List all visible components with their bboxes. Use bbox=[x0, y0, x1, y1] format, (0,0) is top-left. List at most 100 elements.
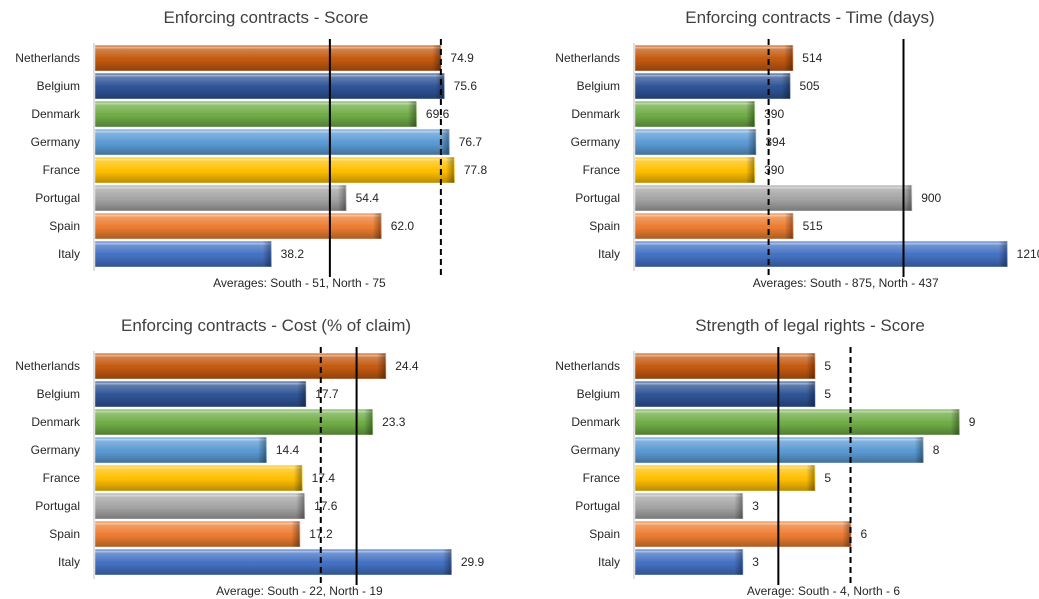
bar-france bbox=[634, 156, 756, 184]
bar-germany bbox=[634, 128, 757, 156]
category-label: Germany bbox=[571, 443, 620, 457]
value-label: 514 bbox=[802, 51, 822, 65]
category-label: Germany bbox=[31, 443, 80, 457]
category-label: Portugal bbox=[35, 499, 80, 513]
averages-caption: Average: South - 22, North - 19 bbox=[216, 584, 383, 598]
bar-belgium bbox=[634, 72, 791, 100]
bar-portugal bbox=[94, 184, 348, 212]
category-label: Germany bbox=[31, 135, 80, 149]
value-label: 29.9 bbox=[461, 555, 485, 569]
value-label: 3 bbox=[752, 555, 759, 569]
value-label: 17.6 bbox=[314, 499, 338, 513]
category-label: Belgium bbox=[577, 387, 620, 401]
bar-denmark bbox=[94, 408, 374, 436]
value-label: 390 bbox=[764, 163, 784, 177]
category-label: Portugal bbox=[575, 499, 620, 513]
value-label: 6 bbox=[861, 527, 868, 541]
value-label: 14.4 bbox=[276, 443, 300, 457]
value-label: 390 bbox=[764, 107, 784, 121]
bar-belgium bbox=[634, 380, 816, 408]
category-label: Denmark bbox=[31, 107, 81, 121]
category-label: France bbox=[583, 471, 621, 485]
category-label: Netherlands bbox=[15, 51, 80, 65]
bar-denmark bbox=[634, 100, 756, 128]
bar-italy bbox=[94, 548, 453, 576]
bar-portugal bbox=[634, 184, 913, 212]
chart-4: Strength of legal rights - Score Netherla… bbox=[555, 316, 976, 598]
category-label: Portugal bbox=[575, 191, 620, 205]
category-label: Italy bbox=[598, 555, 620, 569]
category-label: Italy bbox=[58, 555, 80, 569]
category-label: Spain bbox=[49, 527, 80, 541]
chart-title: Enforcing contracts - Time (days) bbox=[685, 8, 934, 27]
value-label: 900 bbox=[921, 191, 941, 205]
category-label: France bbox=[583, 163, 621, 177]
category-label: Netherlands bbox=[15, 359, 80, 373]
value-label: 515 bbox=[803, 219, 823, 233]
bar-spain bbox=[94, 520, 301, 548]
bar-italy bbox=[634, 548, 744, 576]
value-label: 17.4 bbox=[312, 471, 336, 485]
value-label: 394 bbox=[765, 135, 785, 149]
bar-belgium bbox=[94, 72, 446, 100]
category-label: Belgium bbox=[37, 79, 80, 93]
averages-caption: Averages: South - 51, North - 75 bbox=[213, 276, 386, 290]
bar-spain bbox=[94, 212, 383, 240]
chart-1: Enforcing contracts - Score Netherlands 74… bbox=[15, 8, 488, 290]
value-label: 77.8 bbox=[464, 163, 488, 177]
bar-netherlands bbox=[94, 352, 387, 380]
averages-caption: Average: South - 4, North - 6 bbox=[747, 584, 901, 598]
value-label: 54.4 bbox=[356, 191, 380, 205]
bar-portugal bbox=[94, 492, 306, 520]
value-label: 5 bbox=[824, 471, 831, 485]
bar-netherlands bbox=[634, 44, 794, 72]
category-label: Italy bbox=[598, 247, 620, 261]
bar-germany bbox=[94, 128, 451, 156]
chart-2: Enforcing contracts - Time (days) Netherl… bbox=[555, 8, 1039, 290]
category-label: Spain bbox=[589, 527, 620, 541]
value-label: 74.9 bbox=[450, 51, 474, 65]
category-label: France bbox=[43, 163, 81, 177]
value-label: 505 bbox=[800, 79, 820, 93]
value-label: 5 bbox=[824, 359, 831, 373]
value-label: 24.4 bbox=[395, 359, 419, 373]
value-label: 76.7 bbox=[459, 135, 483, 149]
bar-netherlands bbox=[634, 352, 816, 380]
category-label: Netherlands bbox=[555, 51, 620, 65]
bar-spain bbox=[634, 520, 852, 548]
bar-france bbox=[94, 156, 456, 184]
chart-title: Enforcing contracts - Cost (% of claim) bbox=[121, 316, 411, 335]
category-label: Germany bbox=[571, 135, 620, 149]
value-label: 62.0 bbox=[391, 219, 415, 233]
bar-portugal bbox=[634, 492, 744, 520]
bar-france bbox=[634, 464, 816, 492]
category-label: Spain bbox=[49, 219, 80, 233]
value-label: 5 bbox=[824, 387, 831, 401]
bar-italy bbox=[94, 240, 273, 268]
category-label: Portugal bbox=[35, 191, 80, 205]
category-label: Denmark bbox=[31, 415, 81, 429]
bar-spain bbox=[634, 212, 795, 240]
category-label: Netherlands bbox=[555, 359, 620, 373]
value-label: 75.6 bbox=[454, 79, 478, 93]
averages-caption: Averages: South - 875, North - 437 bbox=[753, 276, 939, 290]
value-label: 17.7 bbox=[315, 387, 339, 401]
category-label: Spain bbox=[589, 219, 620, 233]
category-label: Belgium bbox=[37, 387, 80, 401]
value-label: 17.2 bbox=[309, 527, 333, 541]
bar-denmark bbox=[94, 100, 418, 128]
bar-france bbox=[94, 464, 304, 492]
category-label: France bbox=[43, 471, 81, 485]
bar-germany bbox=[94, 436, 268, 464]
value-label: 1210 bbox=[1017, 247, 1039, 261]
value-label: 38.2 bbox=[281, 247, 305, 261]
chart-title: Strength of legal rights - Score bbox=[695, 316, 925, 335]
bar-denmark bbox=[634, 408, 961, 436]
value-label: 9 bbox=[969, 415, 976, 429]
value-label: 8 bbox=[933, 443, 940, 457]
category-label: Belgium bbox=[577, 79, 620, 93]
value-label: 23.3 bbox=[382, 415, 406, 429]
bar-netherlands bbox=[94, 44, 442, 72]
chart-3: Enforcing contracts - Cost (% of claim) N… bbox=[15, 316, 485, 598]
